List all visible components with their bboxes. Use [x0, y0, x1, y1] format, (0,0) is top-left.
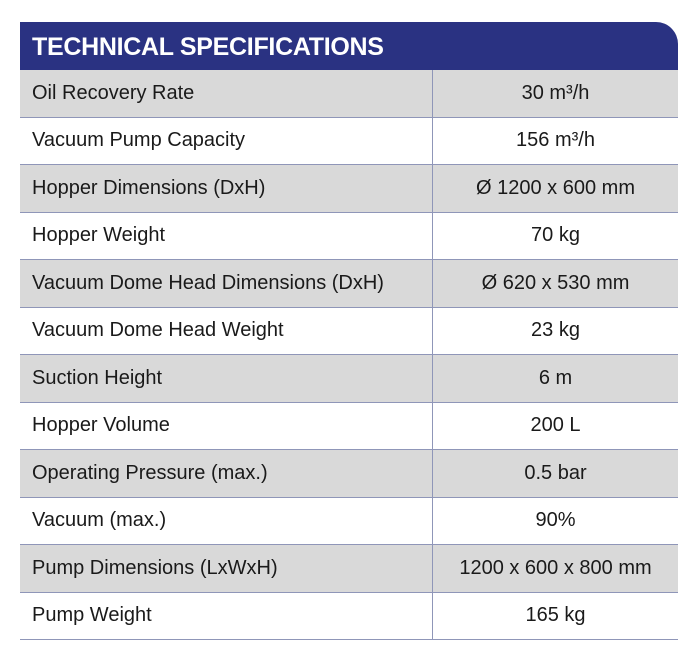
spec-label: Pump Dimensions (LxWxH)	[20, 544, 433, 593]
spec-row: Vacuum Dome Head Weight 23 kg	[20, 307, 678, 355]
spec-value: 6 m	[432, 354, 678, 403]
spec-value: Ø 1200 x 600 mm	[432, 164, 678, 213]
spec-value: 1200 x 600 x 800 mm	[432, 544, 678, 593]
spec-value: 165 kg	[432, 592, 678, 640]
spec-row: Hopper Dimensions (DxH) Ø 1200 x 600 mm	[20, 164, 678, 213]
spec-label: Oil Recovery Rate	[20, 70, 433, 118]
spec-label: Hopper Weight	[20, 212, 433, 260]
spec-label: Vacuum Pump Capacity	[20, 117, 433, 165]
spec-row: Operating Pressure (max.) 0.5 bar	[20, 449, 678, 498]
spec-row: Pump Dimensions (LxWxH) 1200 x 600 x 800 …	[20, 544, 678, 593]
spec-value: 23 kg	[432, 307, 678, 355]
spec-table: Oil Recovery Rate 30 m³/h Vacuum Pump Capa…	[20, 70, 678, 640]
spec-row: Hopper Weight 70 kg	[20, 212, 678, 260]
spec-label: Operating Pressure (max.)	[20, 449, 433, 498]
spec-row: Pump Weight 165 kg	[20, 592, 678, 640]
spec-value: 70 kg	[432, 212, 678, 260]
spec-label: Suction Height	[20, 354, 433, 403]
spec-label: Vacuum Dome Head Dimensions (DxH)	[20, 259, 433, 308]
spec-label: Pump Weight	[20, 592, 433, 640]
spec-value: 0.5 bar	[432, 449, 678, 498]
spec-row: Vacuum (max.) 90%	[20, 497, 678, 545]
spec-value: 30 m³/h	[432, 70, 678, 118]
spec-label: Vacuum Dome Head Weight	[20, 307, 433, 355]
spec-label: Hopper Dimensions (DxH)	[20, 164, 433, 213]
spec-label: Vacuum (max.)	[20, 497, 433, 545]
spec-value: 200 L	[432, 402, 678, 450]
spec-sheet: TECHNICAL SPECIFICATIONS Oil Recovery Ra…	[20, 22, 678, 640]
spec-label: Hopper Volume	[20, 402, 433, 450]
spec-value: Ø 620 x 530 mm	[432, 259, 678, 308]
spec-row: Oil Recovery Rate 30 m³/h	[20, 70, 678, 118]
header-title: TECHNICAL SPECIFICATIONS	[20, 22, 678, 70]
spec-row: Hopper Volume 200 L	[20, 402, 678, 450]
spec-row: Vacuum Dome Head Dimensions (DxH) Ø 620 x…	[20, 259, 678, 308]
spec-row: Suction Height 6 m	[20, 354, 678, 403]
spec-value: 156 m³/h	[432, 117, 678, 165]
spec-value: 90%	[432, 497, 678, 545]
spec-row: Vacuum Pump Capacity 156 m³/h	[20, 117, 678, 165]
